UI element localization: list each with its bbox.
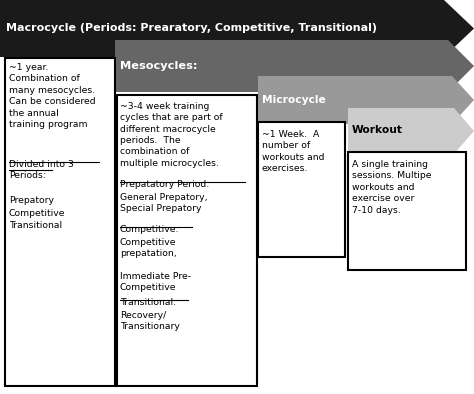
Text: Recovery/
Transitionary: Recovery/ Transitionary [120, 311, 180, 331]
Text: ~1 year.
Combination of
many mesocycles.
Can be considered
the annual
training p: ~1 year. Combination of many mesocycles.… [9, 63, 96, 129]
Text: General Prepatory,
Special Prepatory: General Prepatory, Special Prepatory [120, 193, 208, 213]
Text: Macrocycle (Periods: Prearatory, Competitive, Transitional): Macrocycle (Periods: Prearatory, Competi… [6, 23, 377, 33]
Text: Competitive
prepatation,

Immediate Pre-
Competitive: Competitive prepatation, Immediate Pre- … [120, 238, 191, 292]
Bar [117, 95, 257, 386]
Text: Prepatory
Competitive
Transitional: Prepatory Competitive Transitional [9, 196, 65, 230]
Text: Transitional:: Transitional: [120, 298, 176, 307]
Bar [5, 58, 115, 386]
Text: Mesocycles:: Mesocycles: [120, 61, 198, 71]
Text: ~3-4 week training
cycles that are part of
different macrocycle
periods.  The
co: ~3-4 week training cycles that are part … [120, 102, 223, 167]
Text: ~1 Week.  A
number of
workouts and
exercises.: ~1 Week. A number of workouts and exerci… [262, 130, 325, 173]
Text: Divided into 3
Periods:: Divided into 3 Periods: [9, 160, 74, 180]
Bar [258, 122, 345, 257]
Text: Microcycle: Microcycle [262, 95, 326, 105]
Text: Workout: Workout [352, 125, 403, 135]
Polygon shape [0, 0, 474, 57]
Text: Prepatatory Period:: Prepatatory Period: [120, 180, 210, 189]
Text: Competitive:: Competitive: [120, 225, 180, 234]
Polygon shape [258, 76, 474, 124]
Polygon shape [115, 40, 474, 92]
Text: A single training
sessions. Multipe
workouts and
exercise over
7-10 days.: A single training sessions. Multipe work… [352, 160, 431, 215]
Bar [348, 152, 466, 270]
Polygon shape [348, 108, 474, 154]
